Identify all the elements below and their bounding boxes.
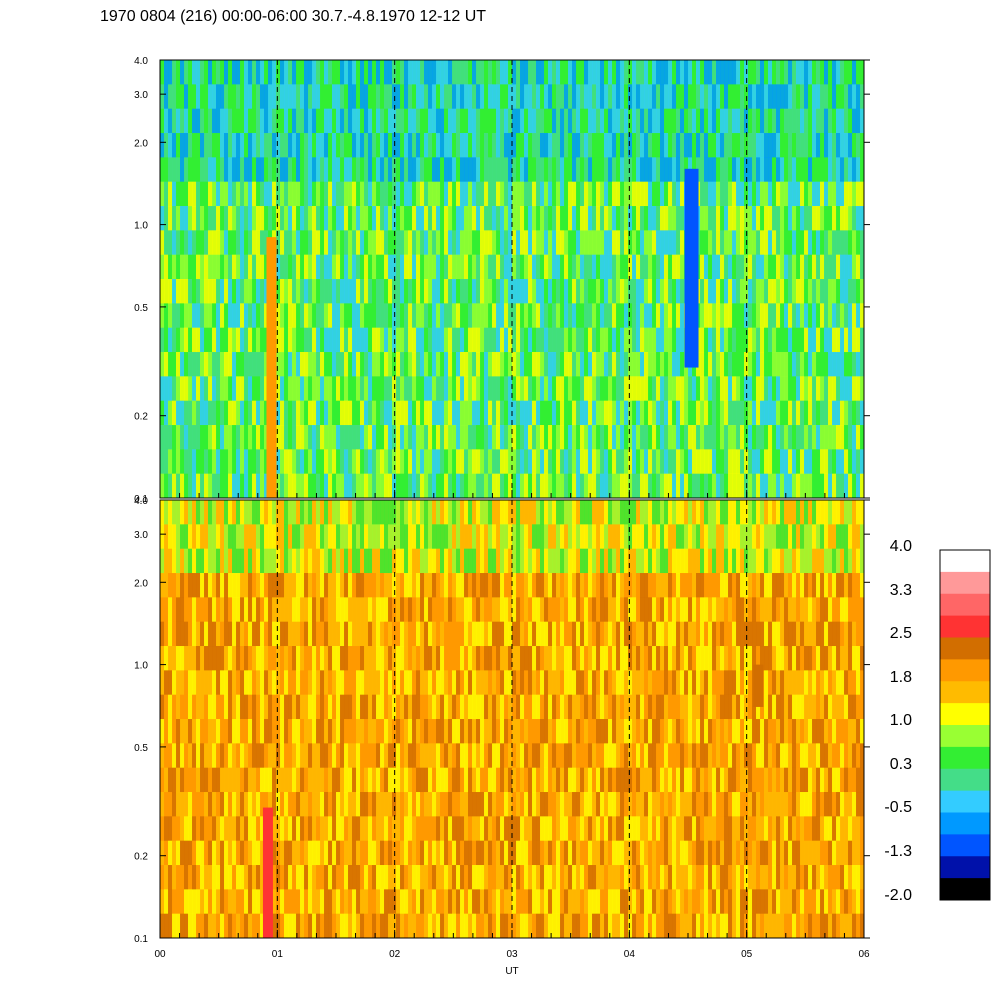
x-tick-label: 01 (272, 949, 284, 960)
x-tick-label: 03 (506, 949, 518, 960)
colorbar-label: 1.8 (890, 669, 912, 686)
colorbar-swatch (940, 550, 990, 573)
panel-lower: 0.1 0.2 0.5 1.0 2.0 3.0 4.0 (134, 496, 870, 945)
y-tick-label: 2.0 (134, 578, 148, 589)
colorbar-label: 3.3 (890, 582, 912, 599)
colorbar-swatch (940, 593, 990, 617)
x-tick-label: 00 (154, 949, 166, 960)
x-tick-label: 05 (741, 949, 753, 960)
feature-dark-orange (753, 664, 764, 707)
colorbar-swatch (940, 746, 990, 770)
spectrogram-texture (160, 500, 865, 939)
feature-orange (266, 237, 277, 498)
panel-upper: 0.1 0.2 0.5 1.0 2.0 3.0 4.0 (134, 56, 870, 505)
colorbar-label: 4.0 (890, 538, 912, 555)
chart-title: 1970 0804 (216) 00:00-06:00 30.7.-4.8.19… (100, 8, 486, 25)
feature-red (262, 807, 273, 938)
plot-area: 0.10.20.51.02.03.04.00.10.20.51.02.03.04… (134, 56, 870, 960)
y-tick-label: 1.0 (134, 661, 148, 672)
colorbar-label: -0.5 (884, 799, 912, 816)
colorbar-label: 0.3 (890, 756, 912, 773)
colorbar-swatch (940, 856, 990, 879)
colorbar-swatch (940, 703, 990, 726)
x-tick-label: 04 (624, 949, 636, 960)
colorbar-swatch (940, 834, 990, 857)
y-tick-label: 3.0 (134, 530, 148, 541)
y-tick-label: 3.0 (134, 90, 148, 101)
colorbar-swatch (940, 637, 990, 660)
y-tick-label: 0.1 (134, 494, 148, 505)
y-tick-label: 0.5 (134, 303, 148, 314)
colorbar-swatch (940, 790, 990, 813)
colorbar-label: 1.0 (890, 712, 912, 729)
colorbar-frame (939, 549, 991, 901)
y-tick-label: 0.5 (134, 743, 148, 754)
colorbar-label: 2.5 (890, 625, 912, 642)
spectrogram-texture (160, 60, 865, 499)
colorbar-swatch (940, 812, 990, 835)
colorbar-swatch (940, 571, 990, 595)
y-tick-label: 0.1 (134, 934, 148, 945)
colorbar-label: -1.3 (884, 843, 912, 860)
colorbar-swatch (940, 681, 990, 704)
colorbar-label: -2.0 (884, 887, 912, 904)
colorbar-swatch (940, 615, 990, 638)
colorbar-swatch (940, 768, 990, 792)
colorbar-swatch (940, 878, 990, 901)
y-tick-label: 0.2 (134, 852, 148, 863)
x-tick-label: 02 (389, 949, 401, 960)
colorbar-swatch (940, 725, 990, 748)
y-tick-label: 0.2 (134, 412, 148, 423)
y-tick-label: 4.0 (134, 496, 148, 507)
feature-blue (684, 168, 699, 368)
y-tick-label: 1.0 (134, 221, 148, 232)
colorbar-swatch (940, 659, 990, 682)
x-tick-label: 06 (858, 949, 870, 960)
x-axis-title: UT (505, 966, 518, 977)
y-tick-label: 4.0 (134, 56, 148, 67)
colorbar: 4.0 3.3 2.5 1.8 1.0 0.3 -0.5 -1.3 -2.0 (884, 538, 991, 904)
y-tick-label: 2.0 (134, 138, 148, 149)
